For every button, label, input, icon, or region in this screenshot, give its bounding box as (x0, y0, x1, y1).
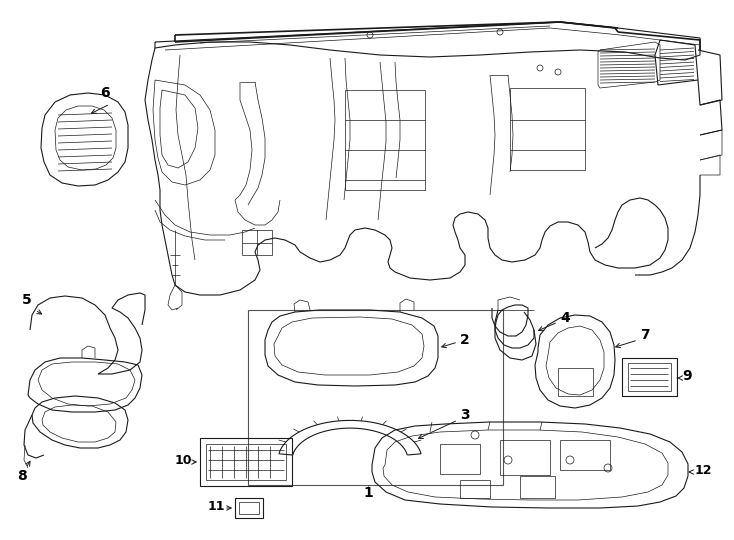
Bar (206, 444, 286, 480)
Bar (235, 498, 263, 518)
Text: 12: 12 (695, 463, 713, 476)
Text: 8: 8 (17, 469, 27, 483)
Bar (500, 440, 550, 475)
Text: 1: 1 (363, 486, 373, 500)
Bar (510, 88, 585, 170)
Bar (200, 438, 292, 486)
Text: 3: 3 (460, 408, 470, 422)
Bar (440, 444, 480, 474)
Bar (628, 363, 671, 391)
Bar (560, 440, 610, 470)
Bar (239, 502, 259, 514)
Bar (558, 368, 593, 396)
Text: 11: 11 (208, 501, 225, 514)
Bar (248, 310, 503, 485)
Text: 4: 4 (560, 311, 570, 325)
Bar (622, 358, 677, 396)
Text: 9: 9 (682, 369, 691, 383)
Text: 2: 2 (460, 333, 470, 347)
Bar (460, 480, 490, 498)
Bar (520, 476, 555, 498)
Text: 10: 10 (175, 454, 192, 467)
Text: 7: 7 (640, 328, 650, 342)
Bar (242, 230, 272, 255)
Text: 5: 5 (22, 293, 32, 307)
Bar (345, 90, 425, 190)
Text: 6: 6 (100, 86, 109, 100)
